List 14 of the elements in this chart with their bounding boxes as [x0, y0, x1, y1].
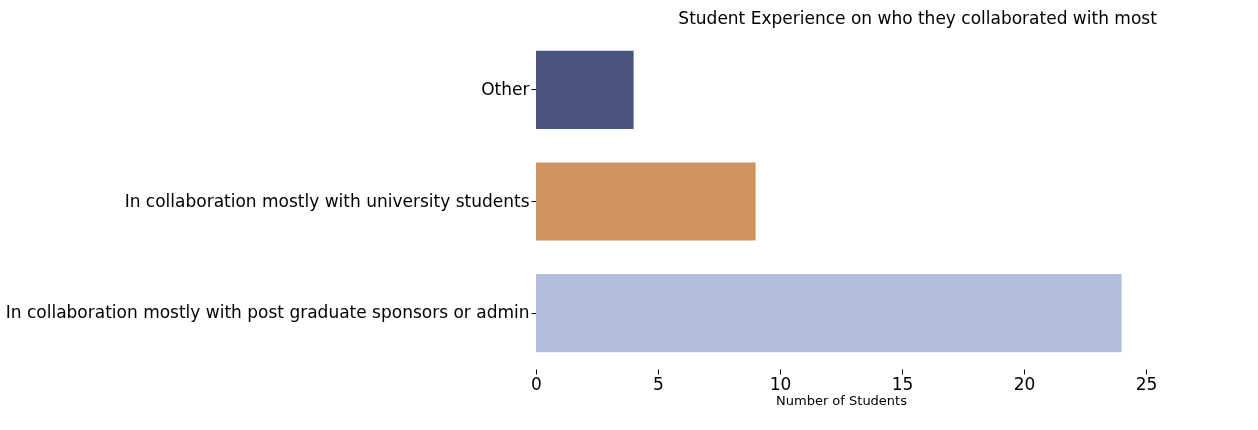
x-tick-label: 20 — [1013, 373, 1036, 394]
y-tick-label: Other — [481, 78, 530, 99]
x-axis-title: Number of Students — [776, 392, 908, 408]
x-tick-label: 10 — [769, 373, 792, 394]
x-tick-label: 15 — [891, 373, 914, 394]
x-tick-label: 25 — [1135, 373, 1158, 394]
bar — [536, 162, 756, 241]
chart-title: Student Experience on who they collaborated with most — [678, 8, 1158, 28]
y-tick-label: In collaboration mostly with university students — [124, 190, 530, 211]
y-tick-label: In collaboration mostly with post graduate sponsors or admin — [5, 302, 530, 323]
bar — [536, 274, 1122, 353]
x-tick-label: 5 — [653, 373, 664, 394]
bar — [536, 50, 634, 129]
x-tick-label: 0 — [531, 373, 542, 394]
